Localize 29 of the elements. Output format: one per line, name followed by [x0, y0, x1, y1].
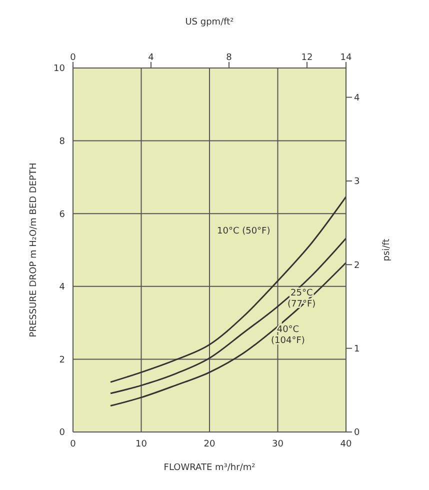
line-series: [110, 196, 346, 383]
y2-tick-label: 2: [354, 260, 360, 271]
y-tick-label: 8: [59, 136, 66, 147]
y2-tick-label: 1: [354, 344, 360, 355]
x2-tick-label: 12: [301, 53, 313, 63]
x-tick-label: 10: [136, 439, 148, 450]
x-tick-label: 40: [340, 439, 352, 450]
y2-tick-label: 3: [354, 177, 360, 188]
annotation: 10°C (50°F): [217, 226, 270, 237]
y-tick-label: 6: [59, 210, 66, 220]
line-series: [110, 238, 346, 394]
x2-tick-label: 4: [148, 53, 154, 63]
y-axis-title: PRESSURE DROP m H₂O/m BED DEPTH: [29, 162, 40, 338]
x-tick-label: 30: [272, 439, 284, 450]
y2-tick-label: 4: [354, 93, 360, 104]
x2-tick-label: 14: [340, 53, 352, 63]
y-tick-label: 4: [59, 282, 66, 293]
y2-axis-title: psi/ft: [382, 238, 392, 262]
x2-tick-label: 8: [226, 53, 232, 63]
x-axis-title: FLOWRATE m³/hr/m²: [164, 463, 256, 473]
y2-tick-label: 0: [354, 428, 360, 438]
line-series: [110, 262, 346, 407]
x2-tick-label: 0: [70, 53, 76, 63]
y-tick-label: 2: [59, 355, 65, 366]
x-tick-label: 0: [70, 439, 76, 450]
y-tick-label: 0: [59, 428, 66, 438]
x2-axis-title: US gpm/ft²: [185, 17, 234, 28]
x-tick-label: 20: [204, 439, 216, 450]
y-tick-label: 10: [54, 64, 66, 74]
